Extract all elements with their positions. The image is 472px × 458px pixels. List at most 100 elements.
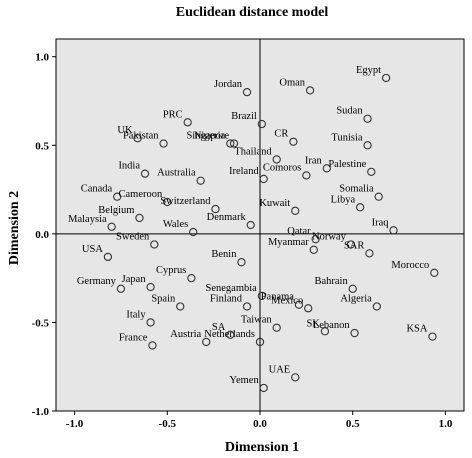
data-point-label: SA: [212, 322, 226, 333]
data-point: [196, 176, 205, 185]
data-point: [291, 373, 300, 382]
data-point: [103, 252, 113, 262]
data-point: [259, 383, 268, 393]
data-point: [146, 318, 155, 327]
reference-lines: [56, 39, 464, 411]
data-point-label: Germany: [77, 276, 117, 287]
data-point-label: Singapore: [186, 131, 229, 142]
data-point-label: Norway: [312, 231, 347, 242]
data-point: [365, 249, 374, 258]
data-point: [148, 341, 157, 350]
data-point: [237, 258, 246, 267]
data-point-label: Spain: [151, 293, 176, 304]
data-point-label: Egypt: [356, 65, 381, 76]
data-point-label: Sudan: [336, 106, 363, 117]
data-point: [289, 137, 298, 146]
data-point: [113, 192, 122, 201]
data-point: [146, 282, 155, 292]
y-tick-label: 0.0: [35, 229, 49, 241]
data-point: [381, 73, 391, 83]
data-point-label: Senegambia: [206, 283, 258, 294]
data-point: [159, 139, 168, 148]
data-point-label: Myanmar: [268, 237, 309, 248]
data-point-label: Wales: [163, 219, 188, 230]
data-point: [348, 284, 357, 293]
data-point: [374, 192, 383, 201]
data-point-label: Belgium: [98, 205, 134, 216]
data-point: [291, 206, 300, 215]
y-tick-label: 1.0: [35, 52, 49, 64]
data-point: [116, 284, 126, 293]
y-tick-label: -1.0: [32, 406, 50, 418]
data-point-label: Cyprus: [156, 265, 186, 276]
data-point: [202, 337, 211, 347]
data-point: [226, 330, 235, 339]
data-point-label: Oman: [279, 77, 305, 88]
data-point-label: France: [119, 332, 148, 343]
data-point-label: Canada: [81, 184, 113, 195]
data-point-label: Thailand: [234, 146, 272, 157]
data-point: [176, 302, 185, 311]
data-point-label: Australia: [157, 168, 196, 179]
data-point: [428, 332, 437, 341]
data-point-label: Nigeria: [194, 131, 226, 142]
data-point: [272, 155, 281, 164]
x-tick-label: 0.0: [253, 418, 267, 430]
data-point: [363, 114, 372, 123]
x-tick-label: -0.5: [159, 418, 177, 430]
data-point: [150, 240, 159, 249]
y-axis-label: Dimension 2: [7, 191, 22, 265]
data-point-label: Benin: [211, 249, 237, 260]
data-point: [389, 226, 398, 235]
data-point-label: Cameroon: [119, 189, 163, 200]
data-point: [322, 164, 331, 173]
data-point: [140, 169, 150, 178]
data-point: [257, 119, 267, 129]
data-point: [302, 171, 311, 180]
data-point: [304, 304, 313, 313]
data-point-label: PRC: [163, 109, 183, 120]
axis-ticks: -1.0 -0.5 0.0 0.5 1.0 1.0 0.5 0.0 -0.5 -1.0: [32, 52, 453, 430]
data-point-label: Lebanon: [313, 320, 350, 331]
data-point: [346, 240, 356, 249]
x-tick-label: -1.0: [66, 418, 84, 430]
data-point-label: Qatar: [287, 226, 311, 237]
data-point-label: Denmark: [207, 212, 247, 223]
data-point-label: SK: [306, 318, 320, 329]
data-point-label: Pakistan: [123, 131, 159, 142]
data-point: [189, 227, 198, 237]
data-points: Egypt Oman Jordan Sudan PRC Brazil UK CR Tunisia…: [68, 65, 439, 393]
data-point-label: Somalia: [339, 184, 374, 195]
data-point-label: UAE: [269, 364, 291, 375]
data-point: [229, 139, 239, 148]
data-point-label: Malaysia: [68, 214, 107, 225]
data-point: [107, 222, 116, 231]
chart-title: Euclidean distance model: [176, 5, 329, 20]
data-point-label: Sweden: [116, 231, 150, 242]
data-point: [355, 203, 365, 212]
data-point: [309, 245, 318, 254]
data-point-label: USA: [82, 244, 103, 255]
data-point: [259, 174, 268, 184]
data-point: [255, 337, 265, 347]
data-point: [350, 328, 359, 338]
data-point-label: Bahrain: [314, 276, 348, 287]
data-point-label: Brazil: [231, 111, 257, 122]
data-point-label: Italy: [126, 309, 146, 320]
data-point-label: Ireland: [229, 166, 259, 177]
data-point: [430, 268, 439, 277]
x-tick-label: 1.0: [439, 418, 453, 430]
data-point: [187, 273, 196, 283]
data-point-label: Austria: [170, 329, 201, 340]
data-point: [257, 291, 267, 301]
data-point-label: CR: [274, 129, 288, 140]
data-point: [242, 87, 252, 97]
data-point: [367, 167, 376, 177]
x-axis-label: Dimension 1: [225, 440, 299, 455]
data-point: [246, 220, 255, 230]
data-point: [135, 213, 144, 223]
data-point-label: Japan: [122, 274, 147, 285]
data-point-label: Kuwait: [259, 198, 290, 209]
data-point: [226, 139, 235, 148]
